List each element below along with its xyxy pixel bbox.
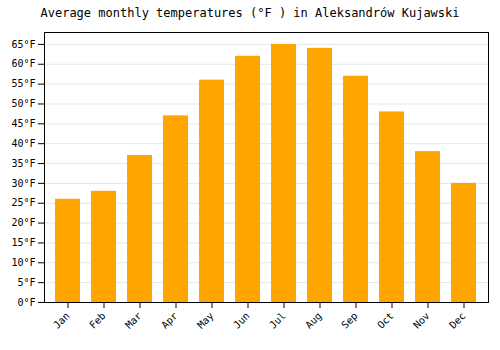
svg-text:May: May <box>195 310 216 331</box>
svg-text:25°F: 25°F <box>11 197 35 208</box>
svg-text:60°F: 60°F <box>11 58 35 69</box>
svg-text:15°F: 15°F <box>11 237 35 248</box>
svg-text:Nov: Nov <box>411 310 432 331</box>
svg-text:50°F: 50°F <box>11 98 35 109</box>
svg-text:35°F: 35°F <box>11 158 35 169</box>
svg-text:Jul: Jul <box>267 310 288 331</box>
svg-text:Feb: Feb <box>87 310 108 331</box>
svg-text:Dec: Dec <box>447 310 468 331</box>
svg-text:Mar: Mar <box>123 310 144 331</box>
svg-text:40°F: 40°F <box>11 138 35 149</box>
svg-text:Oct: Oct <box>375 310 396 331</box>
svg-text:45°F: 45°F <box>11 118 35 129</box>
html-text:Average monthly temperatures (: Average monthly temperatures (°F ) in Al… <box>40 6 460 20</box>
svg-text:Jan: Jan <box>51 310 72 331</box>
svg-text:55°F: 55°F <box>11 78 35 89</box>
svg-text:65°F: 65°F <box>11 39 35 50</box>
svg-text:Aug: Aug <box>303 310 324 331</box>
svg-text:Apr: Apr <box>159 310 180 331</box>
svg-text:5°F: 5°F <box>17 277 35 288</box>
svg-text:Jun: Jun <box>231 310 252 331</box>
svg-text:20°F: 20°F <box>11 217 35 228</box>
svg-text:0°F: 0°F <box>17 297 35 308</box>
svg-text:10°F: 10°F <box>11 257 35 268</box>
svg-text:30°F: 30°F <box>11 178 35 189</box>
svg-text:Sep: Sep <box>339 310 360 331</box>
